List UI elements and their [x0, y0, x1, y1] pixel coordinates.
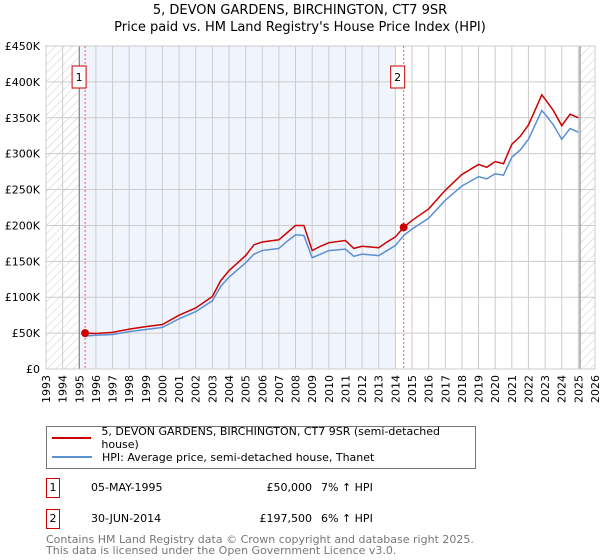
legend-label: 5, DEVON GARDENS, BIRCHINGTON, CT7 9SR (… — [101, 425, 440, 451]
x-tick-label: 2026 — [589, 375, 600, 403]
x-tick-label: 2024 — [556, 375, 569, 403]
x-tick-label: 2025 — [572, 375, 585, 403]
x-tick-label: 2010 — [323, 375, 336, 403]
sale-marker-label: 1 — [76, 71, 83, 84]
x-tick-label: 2011 — [339, 375, 352, 403]
x-tick-label: 2006 — [256, 375, 269, 403]
x-tick-label: 1997 — [107, 375, 120, 403]
x-tick-label: 1996 — [90, 375, 103, 403]
shaded-ownership-region — [79, 46, 396, 369]
footer: Contains HM Land Registry data © Crown c… — [46, 534, 474, 556]
sale-hpi-diff: 6% ↑ HPI — [321, 512, 373, 525]
x-tick-label: 2012 — [356, 375, 369, 403]
x-tick-label: 1994 — [57, 375, 70, 403]
x-tick-label: 2022 — [522, 375, 535, 403]
y-tick-label: £250K — [5, 184, 41, 197]
sale-marker-label: 2 — [394, 71, 401, 84]
plot-frame — [45, 45, 596, 370]
x-tick-label: 1998 — [123, 375, 136, 403]
x-tick-label: 2003 — [206, 375, 219, 403]
y-tick-label: £0 — [26, 363, 40, 376]
x-tick-label: 2001 — [173, 375, 186, 403]
x-tick-label: 2004 — [223, 375, 236, 403]
x-tick-label: 2002 — [190, 375, 203, 403]
y-tick-label: £200K — [5, 219, 41, 232]
y-tick-label: £450K — [5, 40, 41, 53]
chart-title: 5, DEVON GARDENS, BIRCHINGTON, CT7 9SR — [152, 3, 448, 18]
sale-price: £197,500 — [259, 512, 313, 525]
x-tick-label: 2020 — [489, 375, 502, 403]
sale-point — [81, 329, 90, 338]
x-tick-label: 2009 — [306, 375, 319, 403]
chart-subtitle: Price paid vs. HM Land Registry's House … — [114, 20, 486, 35]
y-tick-label: £300K — [5, 148, 41, 161]
sale-date: 05-MAY-1995 — [91, 481, 163, 494]
legend: 5, DEVON GARDENS, BIRCHINGTON, CT7 9SR (… — [46, 425, 476, 469]
legend-swatch-blue — [52, 456, 92, 458]
legend-item-property: 5, DEVON GARDENS, BIRCHINGTON, CT7 9SR (… — [52, 425, 475, 451]
sale-row: 2 30-JUN-2014 £197,500 6% ↑ HPI — [46, 509, 506, 529]
x-tick-label: 2016 — [423, 375, 436, 403]
hpi-line — [85, 109, 579, 337]
y-tick-label: £350K — [5, 112, 41, 125]
y-tick-label: £150K — [5, 255, 41, 268]
sale-marker-badge: 2 — [46, 509, 60, 529]
x-tick-label: 2021 — [506, 375, 519, 403]
y-tick-label: £100K — [5, 291, 41, 304]
sale-date: 30-JUN-2014 — [91, 512, 162, 525]
x-tick-label: 2017 — [439, 375, 452, 403]
line-chart: 1993 1994 1995 1996 1997 1998 1999 2000 2001 2002… — [5, 40, 600, 403]
x-tick-label: 2008 — [290, 375, 303, 403]
legend-label: HPI: Average price, semi-detached house,… — [102, 450, 375, 464]
x-tick-label: 1995 — [73, 375, 86, 403]
sale-row: 1 05-MAY-1995 £50,000 7% ↑ HPI — [46, 478, 506, 498]
sale-marker-box — [390, 65, 406, 89]
x-tick-label: 1999 — [140, 375, 153, 403]
x-tick-label: 2013 — [373, 375, 386, 403]
sale-marker-badge: 1 — [46, 478, 60, 498]
legend-item-hpi: HPI: Average price, semi-detached house,… — [52, 449, 374, 465]
x-tick-label: 1993 — [40, 375, 53, 403]
sale-point — [399, 223, 408, 232]
x-tick-label: 2007 — [273, 375, 286, 403]
hatched-region-after — [580, 46, 595, 369]
x-tick-label: 2015 — [406, 375, 419, 403]
x-tick-label: 2018 — [456, 375, 469, 403]
y-tick-label: £400K — [5, 76, 41, 89]
y-tick-label: £50K — [12, 327, 41, 340]
footer-line: Contains HM Land Registry data © Crown c… — [46, 533, 474, 546]
x-tick-label: 2019 — [473, 375, 486, 403]
footer-line: This data is licensed under the Open Gov… — [46, 544, 397, 557]
x-tick-label: 2014 — [389, 375, 402, 403]
sale-hpi-diff: 7% ↑ HPI — [321, 481, 373, 494]
property-price-line — [85, 93, 579, 335]
x-tick-label: 2023 — [539, 375, 552, 403]
sale-marker-box — [71, 65, 87, 89]
x-tick-label: 2000 — [156, 375, 169, 403]
legend-swatch-red — [52, 437, 92, 439]
x-tick-label: 2005 — [240, 375, 253, 403]
sale-price: £50,000 — [266, 481, 313, 494]
